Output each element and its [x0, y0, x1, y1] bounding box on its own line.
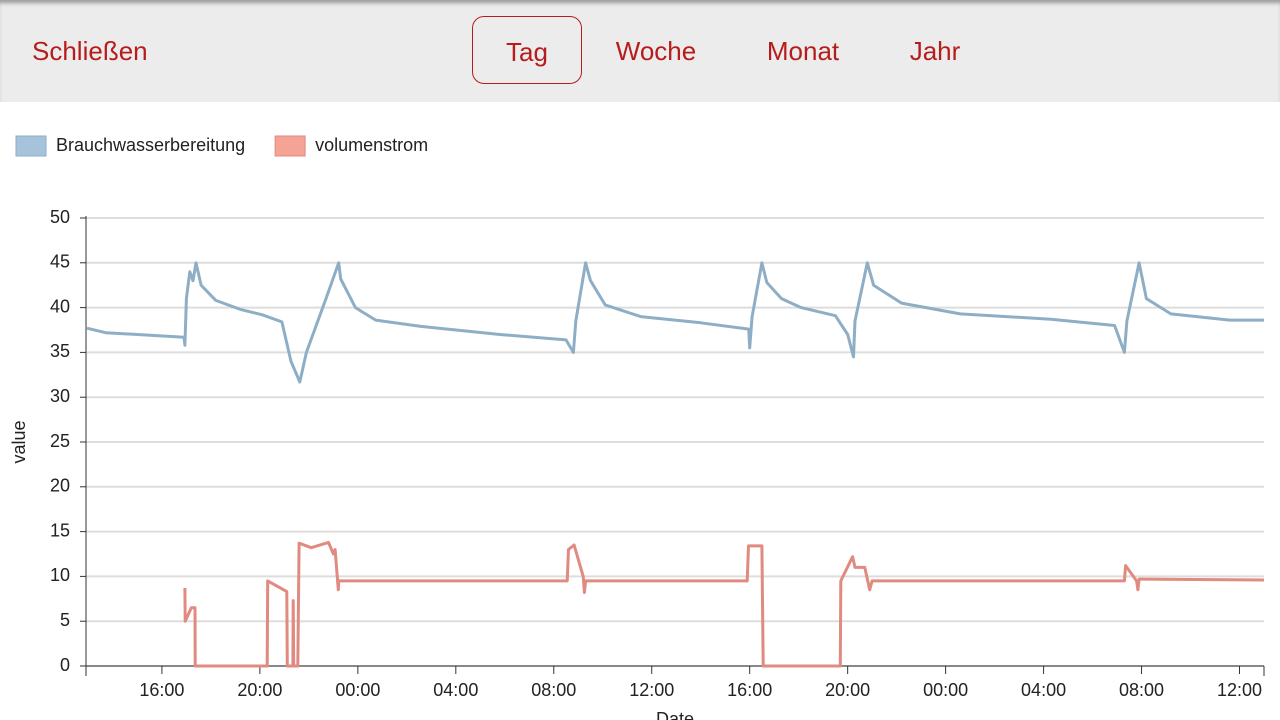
series-line [86, 261, 1264, 384]
tab[interactable]: Tag [472, 16, 582, 84]
header: Schließen Tag Woche Monat Jahr [0, 0, 1280, 102]
y-tick-label: 50 [50, 207, 70, 227]
x-axis-label: Date [656, 709, 694, 720]
chart: Brauchwasserbereitung volumenstrom 0 5 10 15 2… [9, 135, 1265, 720]
y-tick-label: 0 [60, 655, 70, 675]
x-tick-label: 04:00 [1021, 680, 1066, 700]
x-tick-label: 16:00 [727, 680, 772, 700]
x-tick-label: 04:00 [433, 680, 478, 700]
tab[interactable]: Monat [766, 36, 840, 66]
tab[interactable]: Jahr [909, 36, 961, 66]
x-tick-label: 16:00 [139, 680, 184, 700]
y-axis-label: value [9, 420, 29, 463]
tab[interactable]: Woche [615, 36, 697, 66]
y-tick-label: 15 [50, 520, 70, 540]
x-tick-label: 12:00 [1217, 680, 1262, 700]
legend-swatch [15, 135, 47, 157]
legend-swatch [274, 135, 306, 157]
x-tick-label: 12:00 [629, 680, 674, 700]
legend-label: volumenstrom [315, 135, 428, 155]
y-tick-label: 5 [60, 610, 70, 630]
x-tick-label: 00:00 [923, 680, 968, 700]
x-tick-label: 20:00 [237, 680, 282, 700]
y-tick-label: 30 [50, 386, 70, 406]
y-tick-label: 35 [50, 341, 70, 361]
series-line [183, 540, 1265, 668]
close-button[interactable]: Schließen [32, 36, 148, 66]
x-tick-label: 00:00 [335, 680, 380, 700]
legend-label: Brauchwasserbereitung [56, 135, 245, 155]
y-tick-label: 20 [50, 476, 70, 496]
x-tick-label: 08:00 [531, 680, 576, 700]
x-tick-label: 20:00 [825, 680, 870, 700]
y-tick-label: 25 [50, 431, 70, 451]
y-tick-label: 45 [50, 252, 70, 272]
y-tick-label: 10 [50, 565, 70, 585]
x-tick-label: 08:00 [1119, 680, 1164, 700]
y-tick-label: 40 [50, 296, 70, 316]
